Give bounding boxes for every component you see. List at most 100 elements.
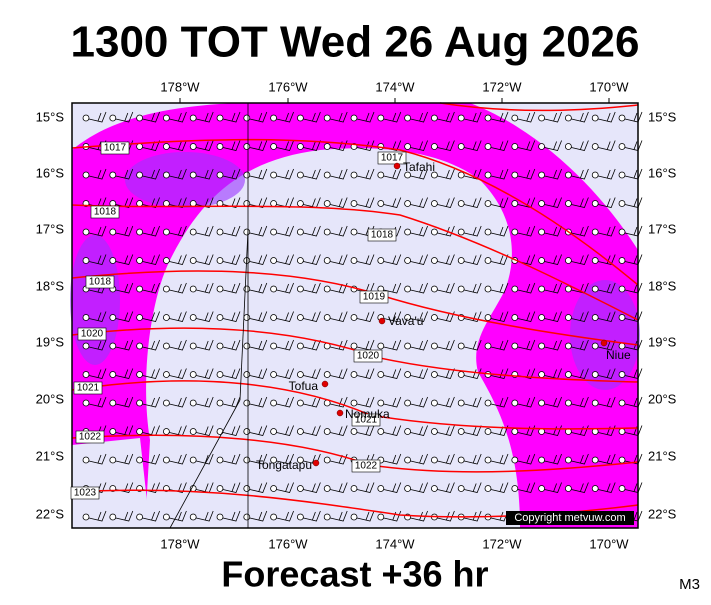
- barb-shaft: [598, 482, 616, 493]
- wind-barb: [591, 111, 616, 123]
- barb-shaft: [383, 111, 402, 123]
- barb-station: [323, 200, 331, 207]
- wind-barb: [136, 225, 160, 237]
- barb-station: [430, 314, 438, 321]
- barb-station: [136, 399, 144, 407]
- barb-shaft: [249, 111, 268, 123]
- wind-barb: [404, 482, 428, 493]
- barb-station: [109, 228, 117, 236]
- barb-shaft: [142, 111, 160, 123]
- barb-shaft: [222, 225, 241, 237]
- barb-station: [430, 114, 438, 122]
- barb-station: [136, 285, 144, 293]
- barb-shaft: [517, 111, 536, 123]
- barb-station: [350, 171, 358, 179]
- wind-barb: [136, 453, 160, 465]
- isobar-label: 1021: [77, 383, 100, 394]
- barb-shaft: [490, 225, 509, 237]
- wind-barb: [162, 396, 187, 408]
- wind-barb: [162, 282, 187, 294]
- wind-barb: [377, 368, 402, 379]
- barb-station: [511, 342, 519, 350]
- wind-barb: [457, 140, 482, 151]
- barb-station: [82, 171, 90, 179]
- wind-barb: [82, 111, 107, 123]
- wind-barb: [109, 311, 134, 322]
- wind-barb: [484, 111, 509, 123]
- barb-shaft: [196, 225, 214, 237]
- barb-shaft: [88, 311, 107, 322]
- barb-station: [457, 485, 465, 492]
- isobar-label: 1020: [81, 329, 104, 340]
- wind-barb: [565, 453, 589, 465]
- barb-station: [136, 371, 144, 378]
- barb-station: [243, 114, 251, 122]
- barb-station: [404, 114, 412, 122]
- barb-station: [136, 200, 144, 207]
- lat-label: 19°S: [648, 334, 677, 349]
- barb-station: [270, 171, 278, 179]
- barb-station: [618, 200, 626, 207]
- barb-shaft: [490, 282, 509, 294]
- barb-shaft: [303, 282, 321, 294]
- barb-station: [350, 428, 358, 435]
- lon-label: 178°W: [160, 79, 200, 94]
- isobar-label-box: [70, 486, 100, 500]
- barb-shaft: [598, 339, 616, 351]
- wind-barb: [216, 368, 241, 379]
- barb-station: [404, 257, 412, 264]
- boundary-line: [239, 229, 249, 401]
- barb-shaft: [490, 396, 509, 408]
- barb-shaft: [276, 311, 294, 322]
- barb-shaft: [222, 339, 241, 351]
- wind-barb: [404, 225, 428, 237]
- barb-shaft: [276, 339, 294, 351]
- wind-barb: [591, 453, 616, 465]
- wind-barb: [270, 453, 294, 465]
- barb-station: [511, 171, 519, 179]
- barb-shaft: [142, 197, 160, 208]
- barb-shaft: [410, 282, 428, 294]
- wind-barb: [296, 168, 321, 180]
- wind-barb: [591, 282, 616, 294]
- wind-barb: [404, 339, 428, 351]
- barb-station: [457, 171, 465, 179]
- barb-shaft: [142, 368, 160, 379]
- barb-station: [82, 228, 90, 236]
- barb-station: [296, 399, 304, 407]
- barb-shaft: [356, 111, 375, 123]
- barb-shaft: [196, 111, 214, 123]
- wind-barb: [511, 482, 536, 493]
- wind-barb: [189, 510, 214, 522]
- barb-station: [323, 513, 331, 521]
- barb-station: [430, 257, 438, 264]
- barb-station: [538, 485, 545, 492]
- barb-station: [296, 257, 304, 264]
- barb-station: [109, 399, 117, 407]
- wind-barb: [296, 396, 321, 408]
- barb-station: [270, 200, 278, 207]
- barb-shaft: [303, 225, 321, 237]
- barb-shaft: [437, 425, 455, 436]
- barb-shaft: [88, 168, 107, 180]
- barb-shaft: [169, 282, 187, 294]
- barb-shaft: [169, 254, 187, 265]
- barb-station: [565, 114, 572, 122]
- isobar-label: 1020: [357, 351, 380, 362]
- barb-station: [189, 428, 197, 435]
- barb-station: [243, 342, 251, 350]
- wind-barb: [538, 339, 562, 351]
- wind-barb: [457, 168, 482, 180]
- wind-barb: [216, 168, 241, 180]
- isobar: [71, 204, 639, 321]
- barb-shaft: [142, 225, 160, 237]
- boundary-line: [169, 399, 241, 529]
- barb-shaft: [276, 453, 294, 465]
- barb-station: [189, 342, 197, 350]
- barb-shaft: [169, 368, 187, 379]
- barb-station: [511, 228, 519, 236]
- wind-barb: [216, 482, 241, 493]
- wind-barb: [270, 197, 294, 208]
- barb-shaft: [464, 396, 482, 408]
- barb-shaft: [115, 225, 134, 237]
